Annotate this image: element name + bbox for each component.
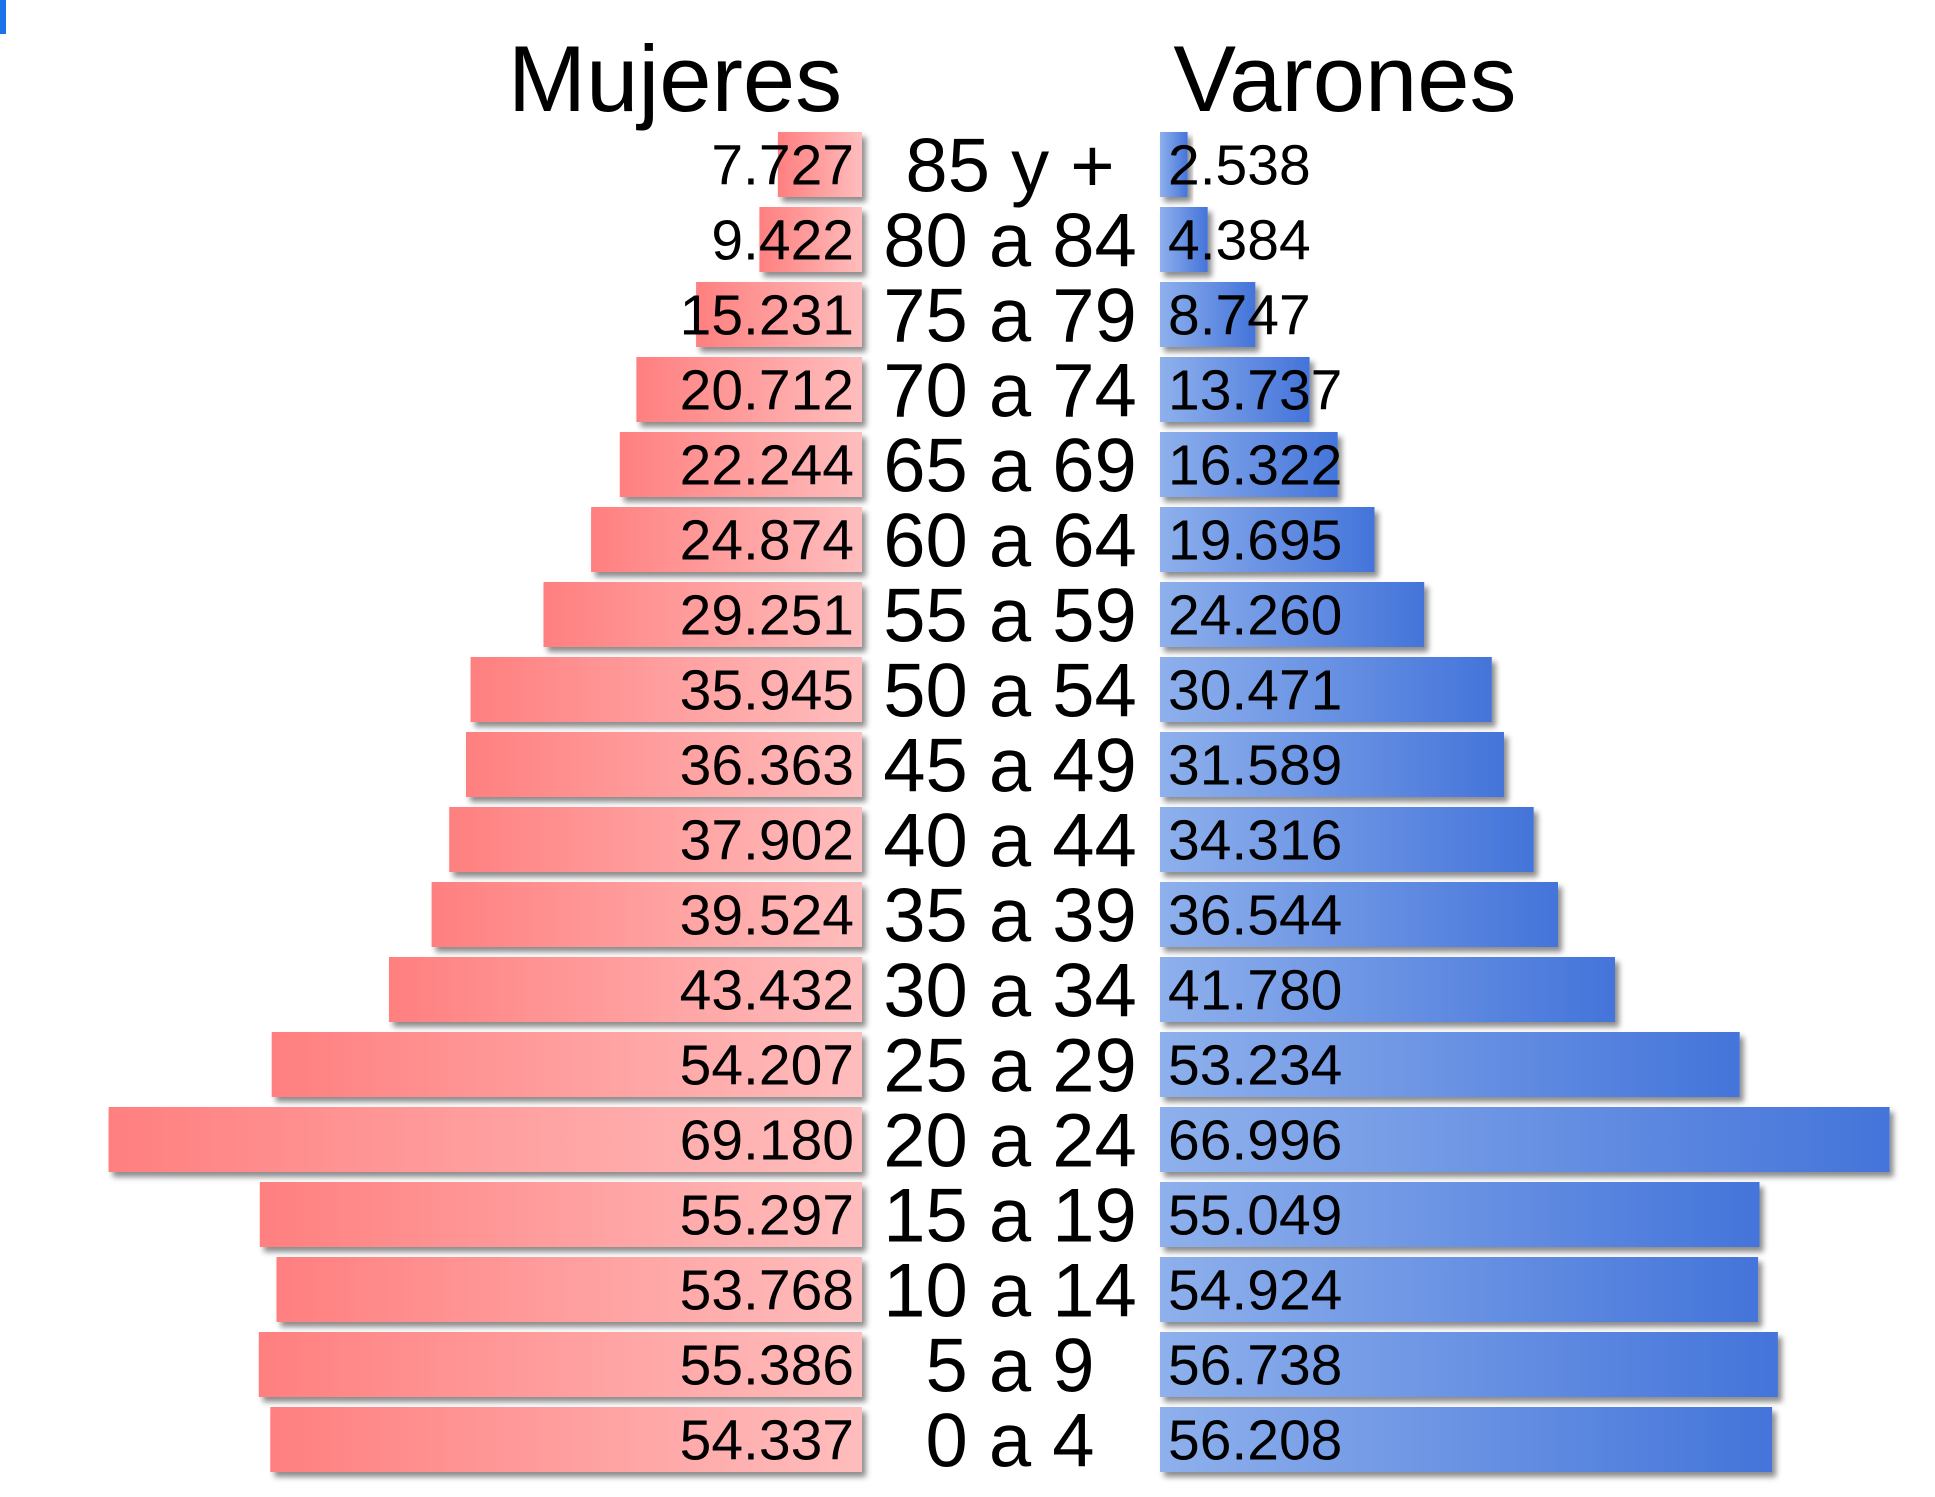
age-group-label-13: 20 a 24 <box>883 1099 1137 1184</box>
bar-varones-15 <box>1160 1257 1759 1322</box>
age-group-label-11: 30 a 34 <box>883 949 1137 1034</box>
bar-mujeres-15 <box>276 1257 862 1322</box>
value-label-varones-9: 34.316 <box>1168 809 1342 873</box>
bar-mujeres-16 <box>258 1332 862 1397</box>
bar-mujeres-8 <box>466 732 862 797</box>
value-label-varones-5: 19.695 <box>1168 509 1342 573</box>
bar-mujeres-17 <box>270 1407 862 1472</box>
age-group-label-9: 40 a 44 <box>883 799 1137 884</box>
value-label-varones-11: 41.780 <box>1168 959 1342 1023</box>
bar-mujeres-12 <box>271 1032 862 1097</box>
bar-varones-0 <box>1160 132 1188 197</box>
value-label-varones-4: 16.322 <box>1168 434 1342 498</box>
value-label-varones-7: 30.471 <box>1168 659 1342 723</box>
value-label-mujeres-6: 29.251 <box>680 584 854 648</box>
bar-varones-16 <box>1160 1332 1778 1397</box>
bar-varones-3 <box>1160 357 1310 422</box>
bar-varones-11 <box>1160 957 1615 1022</box>
chart-labels: 7.727 2.538 85 y + 9.422 4.384 80 a 84 15.231 8… <box>680 124 1343 1484</box>
value-label-mujeres-1: 9.422 <box>711 209 854 273</box>
bar-varones-12 <box>1160 1032 1740 1097</box>
bar-varones-9 <box>1160 807 1534 872</box>
bar-mujeres-14 <box>259 1182 862 1247</box>
bar-varones-2 <box>1160 282 1256 347</box>
age-group-label-5: 60 a 64 <box>883 499 1137 584</box>
value-label-varones-10: 36.544 <box>1168 884 1342 948</box>
age-group-label-0: 85 y + <box>905 124 1114 209</box>
value-label-varones-8: 31.589 <box>1168 734 1342 798</box>
value-label-varones-16: 56.738 <box>1168 1334 1342 1398</box>
age-group-label-10: 35 a 39 <box>883 874 1137 959</box>
bar-mujeres-2 <box>696 282 862 347</box>
value-label-mujeres-17: 54.337 <box>680 1409 854 1473</box>
left-bars <box>108 132 863 1472</box>
age-group-label-6: 55 a 59 <box>883 574 1137 659</box>
age-group-label-15: 10 a 14 <box>883 1249 1137 1334</box>
value-label-varones-0: 2.538 <box>1168 134 1311 198</box>
value-label-mujeres-5: 24.874 <box>680 509 854 573</box>
bar-varones-13 <box>1160 1107 1890 1172</box>
age-group-label-12: 25 a 29 <box>883 1024 1137 1109</box>
value-label-varones-17: 56.208 <box>1168 1409 1342 1473</box>
value-label-varones-1: 4.384 <box>1168 209 1311 273</box>
age-group-label-14: 15 a 19 <box>883 1174 1137 1259</box>
age-group-label-4: 65 a 69 <box>883 424 1137 509</box>
bar-varones-14 <box>1160 1182 1760 1247</box>
right-bars <box>1160 132 1890 1472</box>
age-group-label-7: 50 a 54 <box>883 649 1137 734</box>
value-label-mujeres-9: 37.902 <box>680 809 854 873</box>
bar-mujeres-10 <box>431 882 862 947</box>
value-label-varones-6: 24.260 <box>1168 584 1342 648</box>
value-label-mujeres-14: 55.297 <box>680 1184 854 1248</box>
age-group-label-3: 70 a 74 <box>883 349 1137 434</box>
bar-mujeres-11 <box>389 957 862 1022</box>
value-label-mujeres-3: 20.712 <box>680 359 854 423</box>
value-label-mujeres-2: 15.231 <box>680 284 854 348</box>
value-label-mujeres-13: 69.180 <box>680 1109 854 1173</box>
age-group-label-1: 80 a 84 <box>883 199 1137 284</box>
age-group-label-8: 45 a 49 <box>883 724 1137 809</box>
right-series-title: Varones <box>1173 26 1516 131</box>
bar-mujeres-13 <box>108 1107 863 1172</box>
bar-varones-17 <box>1160 1407 1773 1472</box>
value-label-varones-13: 66.996 <box>1168 1109 1342 1173</box>
bar-mujeres-9 <box>449 807 862 872</box>
bar-mujeres-0 <box>777 132 862 197</box>
bar-varones-4 <box>1160 432 1338 497</box>
value-label-varones-2: 8.747 <box>1168 284 1311 348</box>
value-label-mujeres-4: 22.244 <box>680 434 854 498</box>
value-label-mujeres-0: 7.727 <box>711 134 854 198</box>
value-label-varones-14: 55.049 <box>1168 1184 1342 1248</box>
value-label-mujeres-15: 53.768 <box>680 1259 854 1323</box>
left-series-title: Mujeres <box>508 26 842 131</box>
edge-marker <box>0 0 6 34</box>
bar-mujeres-6 <box>543 582 862 647</box>
bar-mujeres-7 <box>470 657 862 722</box>
bar-mujeres-1 <box>759 207 862 272</box>
bar-varones-6 <box>1160 582 1425 647</box>
value-label-mujeres-10: 39.524 <box>680 884 854 948</box>
value-label-varones-12: 53.234 <box>1168 1034 1342 1098</box>
bar-mujeres-5 <box>591 507 862 572</box>
value-label-varones-3: 13.737 <box>1168 359 1342 423</box>
age-group-label-17: 0 a 4 <box>925 1399 1094 1484</box>
bar-varones-8 <box>1160 732 1504 797</box>
bar-varones-1 <box>1160 207 1208 272</box>
value-label-mujeres-7: 35.945 <box>680 659 854 723</box>
bar-mujeres-4 <box>619 432 862 497</box>
value-label-mujeres-12: 54.207 <box>680 1034 854 1098</box>
age-group-label-2: 75 a 79 <box>883 274 1137 359</box>
value-label-mujeres-16: 55.386 <box>680 1334 854 1398</box>
age-group-label-16: 5 a 9 <box>925 1324 1094 1409</box>
value-label-mujeres-8: 36.363 <box>680 734 854 798</box>
bar-mujeres-3 <box>636 357 862 422</box>
bar-varones-10 <box>1160 882 1558 947</box>
value-label-mujeres-11: 43.432 <box>680 959 854 1023</box>
bar-varones-5 <box>1160 507 1375 572</box>
value-label-varones-15: 54.924 <box>1168 1259 1342 1323</box>
bar-varones-7 <box>1160 657 1492 722</box>
